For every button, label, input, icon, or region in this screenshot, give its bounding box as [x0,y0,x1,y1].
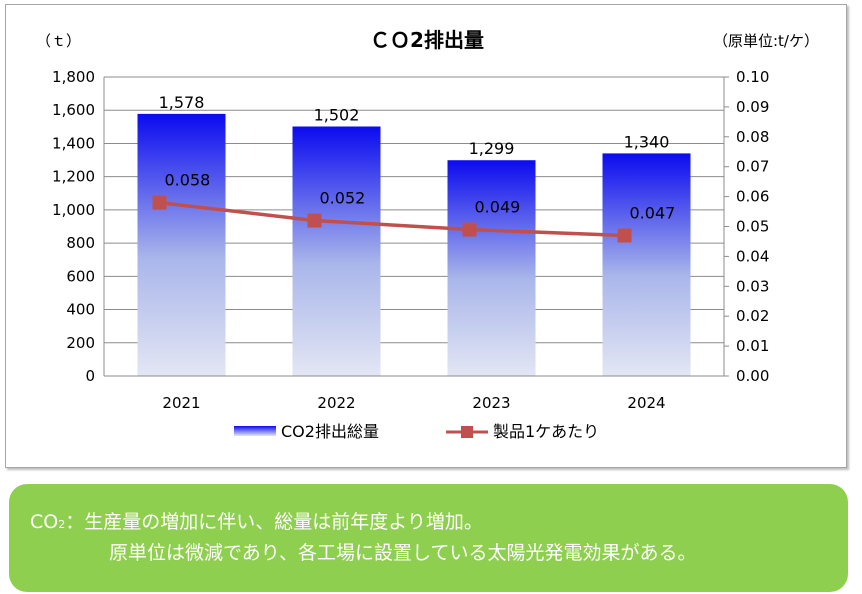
line-value-label: 0.052 [320,189,366,208]
left-axis-tick-label: 0 [85,367,95,385]
bar-value-label: 1,502 [314,106,360,125]
note-line-2: 原単位は微減であり、各工場に設置している太陽光発電効果がある。 [109,542,697,564]
x-axis-tick-label: 2023 [472,394,510,412]
note-line-1-text: ：生産量の増加に伴い、総量は前年度より増加。 [65,511,483,533]
left-axis-tick-label: 1,600 [52,101,95,119]
x-axis-tick-label: 2022 [317,394,355,412]
line-point-marker [307,213,322,228]
line-point-marker [152,195,167,210]
chart-frame: 0 200 400 600 800 1,000 1,200 1,400 1,600 1,800 0.… [5,4,847,468]
left-axis-tick-label: 1,200 [52,168,95,186]
right-axis-tick-label: 0.03 [736,277,769,295]
line-point-marker [617,228,632,243]
left-axis-unit: （ｔ） [36,32,81,50]
note-box: CO2：生産量の増加に伴い、総量は前年度より増加。 原単位は微減であり、各工場に… [9,484,848,592]
right-axis-tick-label: 0.02 [736,307,769,325]
line-series-path [159,200,625,238]
legend-line-marker [461,426,473,438]
note-co2: CO [30,511,59,533]
left-axis-tick-label: 200 [66,334,95,352]
right-axis-tick-label: 0.09 [736,98,769,116]
bar [292,126,381,376]
left-axis-tick-label: 400 [66,301,95,319]
left-axis-tick-label: 1,000 [52,201,95,219]
note-co2-subscript: 2 [58,518,66,531]
right-axis-tick-label: 0.00 [736,367,769,385]
left-axis-tick-label: 800 [66,234,95,252]
bar [137,113,226,377]
right-axis-tick-label: 0.08 [736,128,769,146]
co2-chart: 0 200 400 600 800 1,000 1,200 1,400 1,600 1,800 0.… [36,28,819,441]
x-axis-tick-label: 2024 [627,394,665,412]
x-axis-tick-label: 2021 [162,394,200,412]
right-axis-tick-label: 0.10 [736,68,769,86]
line-value-label: 0.049 [475,197,521,216]
legend-bar-swatch [234,426,276,436]
left-axis-tick-label: 1,400 [52,134,95,152]
bar-value-label: 1,340 [624,132,670,151]
line-value-label: 0.058 [165,171,211,190]
right-axis-unit: （原単位:t/ケ） [713,32,819,50]
note-line-1: CO2：生産量の増加に伴い、総量は前年度より増加。 [30,507,483,534]
line-point-marker [462,222,477,237]
right-axis-tick-label: 0.05 [736,218,769,236]
left-axis-tick-label: 1,800 [52,68,95,86]
right-axis-tick-label: 0.01 [736,337,769,355]
bar [447,160,536,376]
bar-value-label: 1,299 [469,139,515,158]
right-axis-tick-label: 0.07 [736,158,769,176]
legend: CO2排出総量 製品1ケあたり [234,422,599,441]
bar-value-label: 1,578 [159,93,205,112]
legend-bar-label: CO2排出総量 [281,422,379,441]
right-axis-tick-label: 0.04 [736,247,769,265]
chart-title: ＣＯ2排出量 [370,28,484,52]
line-value-label: 0.047 [630,203,676,222]
left-axis-tick-label: 600 [66,267,95,285]
right-axis-tick-label: 0.06 [736,188,769,206]
legend-line-label: 製品1ケあたり [493,422,599,441]
bar [602,153,691,376]
